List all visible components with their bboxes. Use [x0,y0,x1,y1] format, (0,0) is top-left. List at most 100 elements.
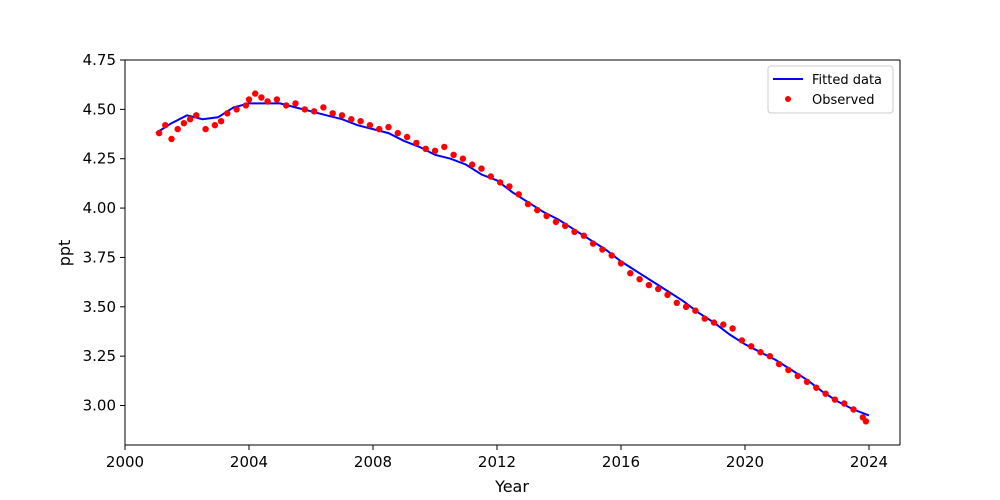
observed-point [673,299,680,306]
x-tick-label: 2012 [478,453,516,471]
observed-point [729,325,736,332]
observed-point [155,129,163,137]
observed-point [720,321,727,328]
axes [124,59,901,446]
observed-point [245,96,253,103]
observed-point [348,116,355,123]
observed-point [320,104,327,111]
observed-point [283,102,290,109]
observed-point [627,270,634,277]
observed-point [738,337,746,344]
observed-point [580,232,587,239]
observed-point [822,390,829,397]
observed-point [506,183,513,190]
observed-point [366,122,374,129]
observed-point [748,343,755,350]
y-ticks: 3.00 3.25 3.50 3.75 4.00 4.25 4.50 4.75 [83,51,125,415]
observed-point [186,116,194,123]
legend-observed-swatch [785,96,791,102]
x-tick-label: 2004 [230,453,268,471]
legend-fitted-label: Fitted data [812,73,882,88]
observed-point [252,90,259,97]
observed-point [608,252,615,259]
observed-point [524,200,532,208]
observed-point [193,112,200,119]
observed-point [794,372,801,380]
observed-point [242,102,250,109]
x-tick-label: 2020 [726,453,764,471]
observed-point [180,120,188,127]
observed-point [599,246,606,253]
y-tick-label: 3.25 [83,347,116,365]
x-tick-label: 2008 [354,453,392,471]
observed-point [413,139,420,147]
observed-point [785,366,792,374]
observed-point [478,165,485,172]
observed-point [636,276,643,283]
observed-point [571,228,578,235]
y-tick-label: 3.00 [83,397,116,415]
observed-point [162,122,169,129]
observed-point [496,179,504,186]
observed-point [441,143,448,151]
observed-point [831,396,839,403]
legend-box [767,65,894,114]
observed-point [211,122,219,129]
observed-point [258,94,265,101]
observed-point [422,145,429,152]
x-tick-label: 2016 [602,453,640,471]
observed-point [682,303,690,310]
y-tick-label: 4.75 [83,51,116,69]
y-tick-label: 4.25 [83,150,116,168]
x-tick-label: 2024 [850,453,888,471]
observed-points-layer [155,90,870,425]
observed-point [338,112,346,119]
y-tick-label: 4.00 [83,199,116,217]
observed-point [562,222,569,229]
x-axis-label: Year [494,477,529,496]
observed-point [515,191,522,198]
observed-point [701,315,708,322]
observed-point [233,106,240,113]
observed-point [174,125,181,133]
observed-point [589,240,597,247]
observed-point [450,151,457,158]
observed-point [394,129,401,137]
x-tick-label: 2000 [106,453,144,471]
y-axis-label: ppt [55,240,74,267]
observed-point [431,147,439,154]
observed-point [645,281,653,289]
observed-point [775,360,783,368]
y-tick-label: 3.75 [83,248,116,266]
y-tick-label: 4.50 [83,100,116,118]
observed-point [403,133,411,141]
observed-point [301,106,308,113]
observed-point [757,349,764,356]
observed-point [664,291,671,299]
observed-point [813,384,820,391]
observed-point [469,161,476,168]
observed-point [692,307,699,314]
observed-point [710,319,718,326]
observed-point [202,125,209,133]
observed-point [841,400,848,407]
x-ticks: 2000 2004 2008 2012 2016 2020 2024 [106,445,888,471]
observed-point [357,118,364,125]
observed-point [552,218,560,226]
observed-point [655,285,662,293]
legend-observed-label: Observed [812,93,875,108]
observed-point [292,100,299,107]
legend: Fitted data Observed [767,65,894,114]
observed-point [217,118,225,125]
observed-point [273,96,281,103]
observed-point [534,206,541,214]
observed-point [264,98,271,105]
observed-point [459,155,467,162]
observed-point [385,123,392,131]
observed-point [766,353,773,360]
observed-point [168,135,175,143]
observed-point [850,406,857,413]
y-tick-label: 3.50 [83,298,116,316]
observed-point [487,173,494,180]
